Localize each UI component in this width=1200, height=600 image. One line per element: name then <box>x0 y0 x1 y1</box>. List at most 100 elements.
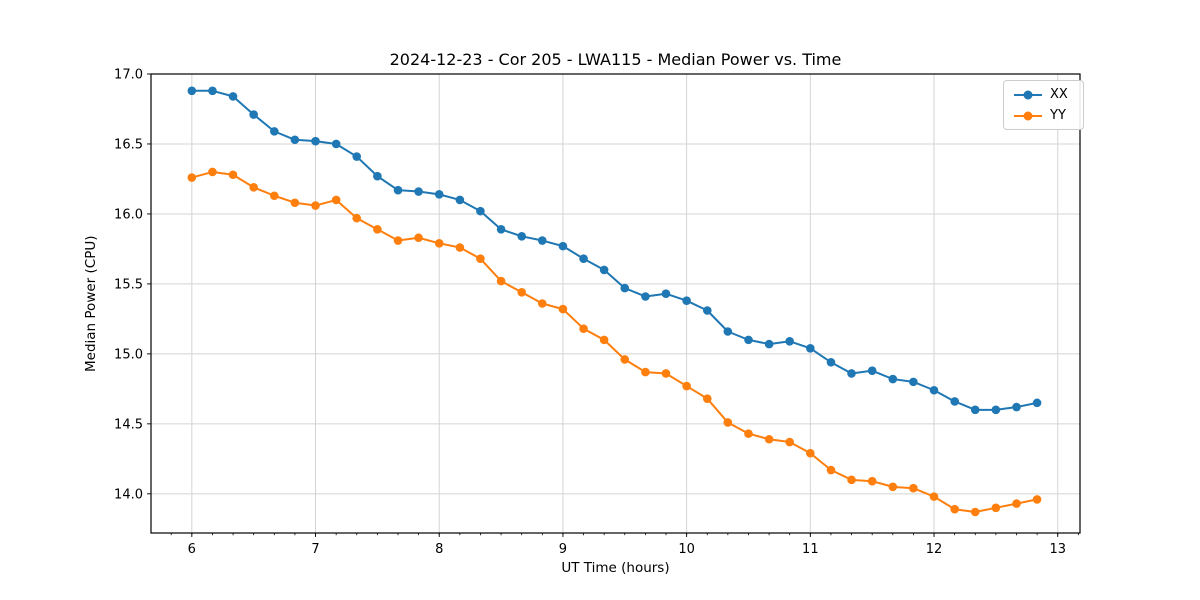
data-point-YY <box>641 367 650 377</box>
data-point-XX <box>847 369 856 378</box>
data-point-YY <box>723 418 733 427</box>
data-point-XX <box>641 292 650 301</box>
data-point-YY <box>187 173 197 182</box>
data-point-XX <box>744 335 753 345</box>
data-point-YY <box>991 503 1001 513</box>
y-tick-label: 14.0 <box>114 487 143 502</box>
legend-item-yy: YY <box>1013 107 1075 124</box>
data-point-XX <box>393 185 403 195</box>
data-point-YY <box>331 195 341 205</box>
data-point-YY <box>373 225 382 234</box>
data-point-YY <box>249 183 258 192</box>
y-tick-labels: 14.0 14.5 15.0 15.5 16.0 16.5 17.0 <box>114 68 143 503</box>
data-point-YY <box>950 504 959 514</box>
data-point-YY <box>311 201 320 210</box>
data-point-YY <box>785 437 794 447</box>
data-point-YY <box>764 434 774 444</box>
y-tick-label: 15.0 <box>114 347 143 362</box>
data-point-YY <box>867 476 877 486</box>
x-tick-label: 8 <box>435 542 443 557</box>
legend-label-yy: YY <box>1050 108 1066 123</box>
data-point-XX <box>558 241 568 251</box>
data-point-YY <box>888 482 898 492</box>
data-point-XX <box>970 405 980 415</box>
data-point-XX <box>888 374 898 384</box>
data-point-XX <box>290 135 300 145</box>
series-YY-markers <box>187 167 1042 517</box>
data-point-XX <box>579 254 588 264</box>
data-point-YY <box>1032 495 1042 504</box>
data-point-XX <box>373 171 382 181</box>
data-point-XX <box>1032 398 1042 408</box>
data-point-YY <box>414 233 423 243</box>
data-point-YY <box>476 254 485 264</box>
y-tick-label: 16.0 <box>114 207 143 222</box>
data-point-YY <box>909 483 918 493</box>
data-point-YY <box>970 507 980 517</box>
data-point-YY <box>826 465 836 475</box>
data-point-XX <box>702 306 712 315</box>
data-point-XX <box>270 127 279 136</box>
y-tick-label: 17.0 <box>114 68 143 83</box>
data-point-XX <box>187 86 197 96</box>
data-point-XX <box>1012 402 1021 412</box>
data-point-YY <box>496 276 506 286</box>
legend-item-xx: XX <box>1013 86 1075 103</box>
x-tick-label: 10 <box>678 542 695 557</box>
x-tick-label: 11 <box>802 542 819 557</box>
data-point-YY <box>579 324 588 333</box>
data-point-YY <box>558 304 568 314</box>
data-point-XX <box>991 405 1001 415</box>
data-point-YY <box>847 475 856 485</box>
x-axis-label: UT Time (hours) <box>561 560 670 576</box>
data-point-XX <box>599 265 609 275</box>
data-point-XX <box>723 327 733 336</box>
data-point-XX <box>764 339 774 349</box>
data-point-YY <box>434 239 444 248</box>
data-point-XX <box>228 92 238 101</box>
data-point-YY <box>270 191 279 201</box>
data-point-YY <box>537 299 547 308</box>
data-point-YY <box>290 198 300 208</box>
data-point-YY <box>1012 499 1021 508</box>
data-point-YY <box>682 381 691 391</box>
data-point-YY <box>744 429 753 438</box>
data-point-XX <box>867 366 877 375</box>
data-point-YY <box>929 492 939 501</box>
data-point-XX <box>352 152 362 161</box>
legend-label-xx: XX <box>1050 87 1068 102</box>
x-tick-label: 7 <box>311 542 319 557</box>
data-point-XX <box>682 296 691 306</box>
x-tick-label: 12 <box>926 542 943 557</box>
y-grid <box>151 73 1080 495</box>
data-point-YY <box>599 335 609 345</box>
x-ticks <box>191 533 1059 537</box>
y-tick-label: 16.5 <box>114 137 143 152</box>
x-tick-label: 13 <box>1049 542 1066 557</box>
data-point-XX <box>620 283 630 293</box>
data-point-YY <box>393 236 403 245</box>
data-point-XX <box>826 357 836 367</box>
data-point-XX <box>909 377 918 387</box>
data-point-XX <box>929 385 939 395</box>
xx-line-swatch <box>1014 90 1042 99</box>
data-point-YY <box>352 213 362 223</box>
x-tick-labels: 6 7 8 9 10 11 12 13 <box>188 542 1066 557</box>
y-tick-label: 14.5 <box>114 417 143 432</box>
data-point-XX <box>331 139 341 149</box>
data-point-YY <box>517 288 527 297</box>
data-point-XX <box>661 289 671 299</box>
data-point-XX <box>950 397 959 406</box>
x-tick-label: 6 <box>188 542 196 557</box>
y-ticks <box>147 73 151 495</box>
x-tick-label: 9 <box>559 542 567 557</box>
y-axis-label: Median Power (CPU) <box>83 235 99 372</box>
data-point-YY <box>208 167 217 177</box>
yy-line-swatch <box>1014 111 1042 120</box>
data-point-XX <box>249 110 258 119</box>
data-point-YY <box>806 448 815 458</box>
data-point-XX <box>455 195 465 205</box>
data-point-YY <box>228 170 238 180</box>
